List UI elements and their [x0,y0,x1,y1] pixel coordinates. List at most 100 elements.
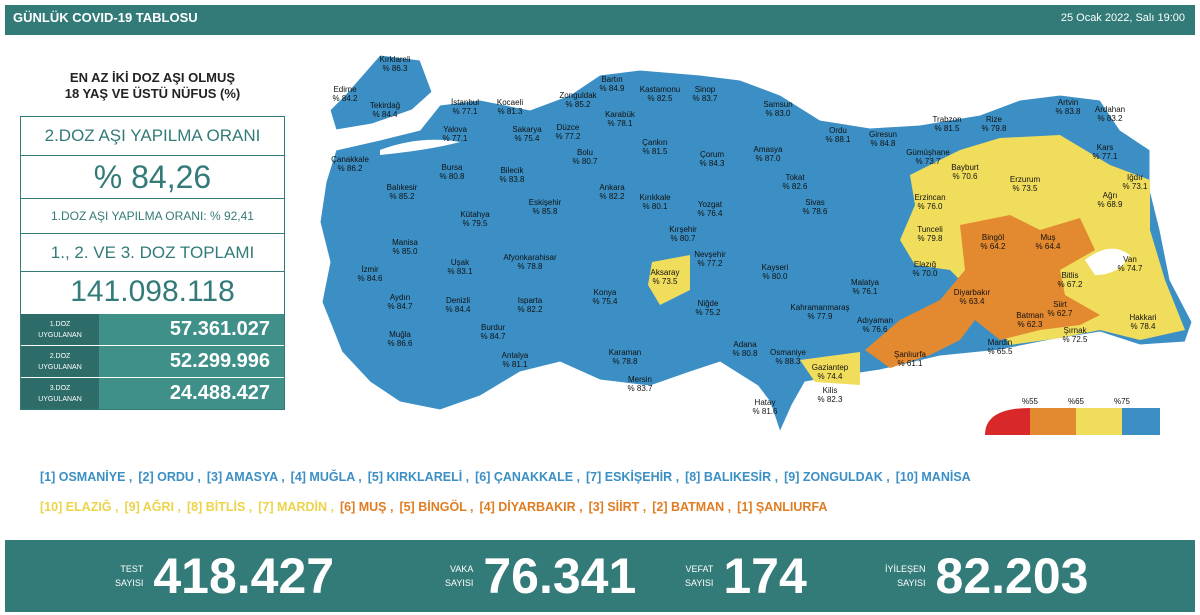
province-name: Bartın [601,75,622,84]
province-value: % 70.6 [953,172,978,181]
ranking-item: [8] BİTLİS , [186,500,253,514]
province-value: % 78.6 [803,207,828,216]
stat-label: TEST SAYISI [115,562,143,590]
province-value: % 74.4 [818,372,843,381]
province-value: % 82.2 [518,305,543,314]
ranking-item: [5] KIRKLARELİ , [367,470,470,484]
dose-label-line: UYGULANAN [38,331,82,339]
dose-label-line: UYGULANAN [38,395,82,403]
stat-value: 418.427 [153,548,335,604]
province-name: Sivas [805,198,825,207]
province-name: Osmaniye [770,348,807,357]
province-value: % 82.6 [783,182,808,191]
province-name: Ardahan [1095,105,1125,114]
province-name: Gümüşhane [906,148,950,157]
stat: TEST SAYISI 418.427 [115,540,334,612]
province-value: % 78.1 [608,119,633,128]
province-name: Çorum [700,150,724,159]
legend-yellow [1076,408,1122,435]
province-name: Elazığ [914,260,936,269]
province-name: Zonguldak [559,91,597,100]
province-value: % 77.9 [808,312,833,321]
province-value: % 84.7 [388,302,413,311]
province-value: % 74.7 [1118,264,1143,273]
province-name: Iğdır [1127,173,1143,182]
province-value: % 83.0 [766,109,791,118]
ranking-item: [6] ÇANAKKALE , [475,470,580,484]
marmara [380,139,460,155]
stat-value: 76.341 [483,548,637,604]
province-value: % 82.5 [648,94,673,103]
province-name: Tunceli [917,225,943,234]
province-value: % 76.0 [918,202,943,211]
province-value: % 86.2 [338,164,363,173]
province-name: Hatay [755,398,776,407]
province-value: % 62.7 [1048,309,1073,318]
province-name: Kastamonu [640,85,680,94]
province-name: İzmir [361,265,379,274]
title: GÜNLÜK COVID-19 TABLOSU [13,10,198,25]
stat-label: İYİLEŞEN SAYISI [885,562,926,590]
dose-label: 3.DOZ UYGULANAN [21,378,99,409]
province-value: % 80.0 [763,272,788,281]
province-name: Malatya [851,278,880,287]
ranking-item: [7] ESKİŞEHİR , [585,470,680,484]
second-dose-label: 2.DOZ AŞI YAPILMA ORANI [21,117,284,156]
province-value: % 77.2 [698,259,723,268]
province-name: Erzurum [1010,175,1041,184]
province-value: % 81.5 [935,124,960,133]
stat: VEFAT SAYISI 174 [685,540,807,612]
province-value: % 84.4 [446,305,471,314]
dose-row: 3.DOZ UYGULANAN 24.488.427 [21,377,284,409]
stat-value: 82.203 [935,548,1089,604]
ranking-item: [9] ZONGULDAK , [784,470,890,484]
province-value: % 76.4 [698,209,723,218]
gaziantep [800,352,860,385]
province-value: % 76.6 [863,325,888,334]
province-name: Bolu [577,148,593,157]
province-name: Yalova [443,125,467,134]
province-name: Balıkesir [387,183,418,192]
legend-red [985,408,1030,435]
ranking-item: [1] ŞANLIURFA [737,500,828,514]
province-value: % 82.3 [818,395,843,404]
ranking-item: [10] ELAZIĞ , [40,500,119,514]
stat: VAKA SAYISI 76.341 [445,540,636,612]
province-name: Adıyaman [857,316,893,325]
stat-label-line: VAKA [450,564,474,574]
stat-label-line: SAYISI [685,578,714,588]
ranking-item: [3] SİİRT , [588,500,647,514]
province-name: Karabük [605,110,636,119]
province-value: % 61.1 [898,359,923,368]
province-name: Siirt [1053,300,1068,309]
ranking-item: [4] MUĞLA , [290,470,362,484]
dose-row: 2.DOZ UYGULANAN 52.299.996 [21,345,284,377]
province-name: Tokat [785,173,805,182]
province-value: % 68.9 [1098,200,1123,209]
province-name: Tekirdağ [370,101,400,110]
ranking-item: [7] MARDİN , [258,500,334,514]
province-name: Samsun [763,100,792,109]
header: GÜNLÜK COVID-19 TABLOSU 25 Ocak 2022, Sa… [5,5,1195,35]
province-name: Gaziantep [812,363,849,372]
dose-label: 2.DOZ UYGULANAN [21,346,99,377]
province-name: Bursa [442,163,463,172]
ranking-item: [8] BALIKESİR , [685,470,779,484]
province-value: % 75.4 [515,134,540,143]
province-value: % 73.1 [1123,182,1148,191]
dose-value: 52.299.996 [99,346,284,377]
province-name: Çankırı [642,138,668,147]
province-name: Kayseri [762,263,789,272]
province-name: Trabzon [932,115,961,124]
province-name: Mardin [988,338,1012,347]
stat-value: 174 [723,548,807,604]
province-name: Niğde [698,299,719,308]
province-value: % 88.1 [826,135,851,144]
dose-label-line: 3.DOZ [49,384,71,392]
province-name: Kilis [823,386,838,395]
province-name: Ağrı [1103,191,1118,200]
province-value: % 78.8 [613,357,638,366]
province-name: Kütahya [460,210,490,219]
ranking-item: [4] DİYARBAKIR , [479,500,583,514]
